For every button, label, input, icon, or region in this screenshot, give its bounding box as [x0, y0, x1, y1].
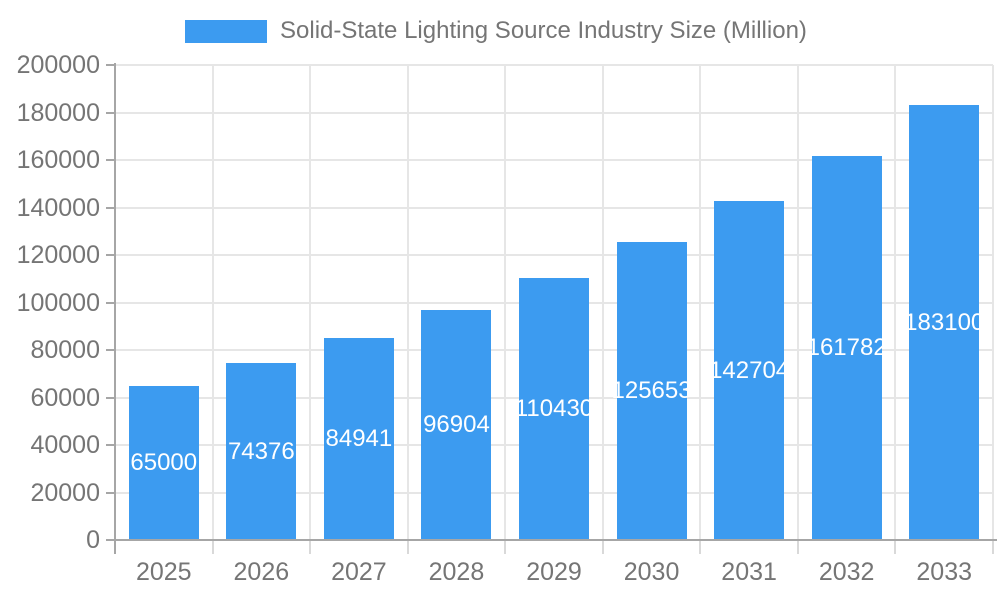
y-axis-label: 180000	[16, 98, 100, 127]
x-axis-label: 2027	[331, 558, 387, 586]
y-tick	[106, 111, 115, 114]
x-axis-label: 2031	[721, 558, 777, 586]
y-axis-label: 140000	[16, 193, 100, 222]
y-gridline	[115, 254, 993, 256]
y-tick	[106, 254, 115, 256]
y-axis-label: 200000	[16, 51, 100, 79]
bar-value-label: 161782	[806, 333, 887, 361]
x-tick	[796, 540, 799, 554]
x-tick	[504, 540, 507, 554]
y-axis-label: 120000	[16, 241, 100, 269]
y-tick	[106, 491, 115, 494]
y-gridline	[115, 111, 993, 114]
bar-value-label: 74376	[227, 437, 295, 465]
bar[interactable]	[226, 363, 297, 539]
bar[interactable]	[811, 155, 882, 539]
bar-value-label: 142704	[709, 356, 790, 384]
y-axis-label: 80000	[30, 336, 100, 364]
x-gridline	[699, 65, 702, 540]
x-gridline	[504, 65, 507, 540]
y-axis-label: 160000	[16, 146, 100, 174]
bar-value-label: 65000	[130, 448, 198, 476]
y-tick	[106, 349, 115, 351]
x-gridline	[211, 65, 214, 540]
x-tick	[894, 540, 897, 554]
bar[interactable]	[519, 277, 589, 539]
x-axis-label: 2028	[428, 558, 485, 586]
x-tick	[406, 540, 409, 554]
legend-label: Solid-State Lighting Source Industry Siz…	[280, 17, 807, 44]
bar[interactable]	[909, 105, 980, 539]
bar-value-label: 183100	[904, 308, 985, 336]
legend[interactable]: Solid-State Lighting Source Industry Siz…	[185, 16, 807, 46]
y-tick	[106, 444, 115, 446]
bar[interactable]	[421, 309, 492, 539]
bar[interactable]	[616, 241, 687, 539]
bar-value-label: 84941	[325, 425, 393, 453]
y-axis-label: 100000	[16, 288, 100, 317]
x-gridline	[894, 65, 897, 540]
y-axis-label: 60000	[30, 383, 100, 412]
y-axis-label: 0	[86, 526, 100, 554]
x-axis-label: 2033	[916, 558, 973, 586]
y-axis-label: 40000	[30, 431, 100, 459]
y-tick	[106, 64, 115, 66]
x-axis-line	[115, 539, 997, 541]
x-axis-label: 2029	[526, 558, 582, 586]
x-tick	[309, 540, 312, 554]
y-axis-line	[114, 63, 116, 554]
bar[interactable]	[128, 385, 199, 539]
x-gridline	[992, 65, 994, 540]
x-tick	[699, 540, 702, 554]
x-axis-label: 2025	[135, 558, 192, 586]
x-gridline	[406, 65, 409, 540]
x-tick	[211, 540, 214, 554]
x-gridline	[309, 65, 312, 540]
bar-value-label: 96904	[423, 410, 490, 438]
y-tick	[106, 206, 115, 209]
y-tick	[106, 301, 115, 304]
legend-swatch	[185, 19, 267, 43]
x-axis-label: 2032	[818, 558, 875, 586]
x-axis-label: 2026	[233, 558, 290, 586]
bar[interactable]	[323, 338, 394, 539]
y-gridline	[115, 206, 993, 209]
bar[interactable]	[714, 201, 785, 539]
y-gridline	[115, 159, 993, 161]
bar-value-label: 110430	[514, 394, 594, 422]
y-tick	[106, 159, 115, 161]
bar-value-label: 125653	[611, 376, 692, 404]
x-tick	[601, 540, 604, 554]
y-tick	[106, 396, 115, 399]
y-gridline	[115, 64, 993, 66]
x-gridline	[796, 65, 799, 540]
y-tick	[106, 539, 115, 541]
y-axis-label: 20000	[30, 478, 100, 507]
x-tick	[992, 540, 994, 554]
x-axis-label: 2030	[623, 558, 680, 586]
x-gridline	[601, 65, 604, 540]
